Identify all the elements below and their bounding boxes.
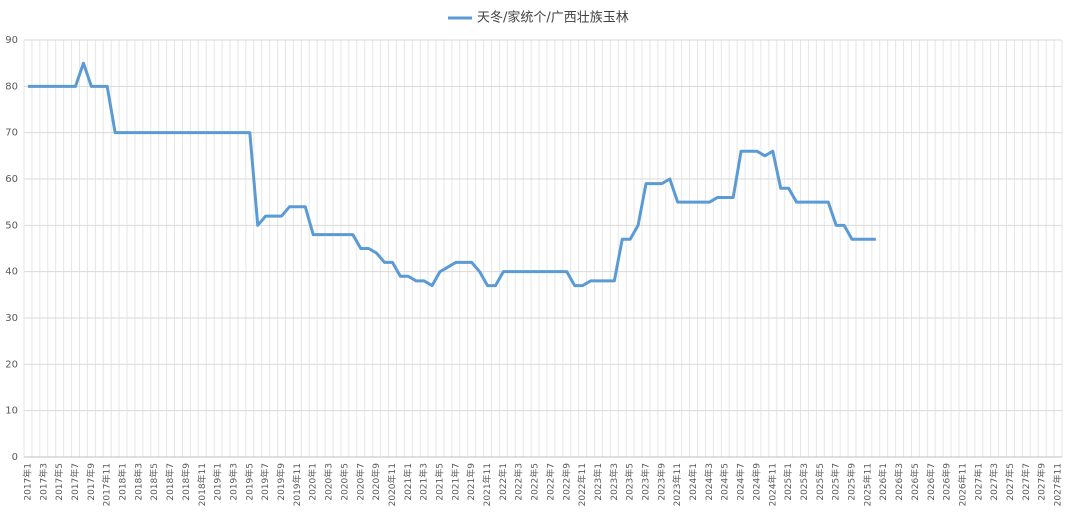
x-tick-label: 2024年1 [687, 463, 699, 501]
x-tick-label: 2023年11 [671, 463, 683, 506]
x-tick-label: 2022年7 [544, 463, 556, 501]
x-tick-label: 2017年3 [37, 463, 49, 501]
x-tick-label: 2027年1 [972, 463, 984, 501]
x-tick-label: 2025年11 [861, 463, 873, 506]
x-tick-label: 2021年5 [433, 463, 445, 501]
x-tick-label: 2023年7 [640, 463, 652, 501]
x-tick-label: 2019年3 [227, 463, 239, 501]
x-tick-label: 2017年9 [85, 463, 97, 501]
x-tick-label: 2021年1 [402, 463, 414, 501]
y-tick-label: 80 [5, 81, 18, 92]
x-tick-label: 2026年5 [909, 463, 921, 501]
x-tick-label: 2023年1 [592, 463, 604, 501]
x-tick-label: 2022年11 [576, 463, 588, 506]
x-tick-label: 2021年7 [449, 463, 461, 501]
x-tick-label: 2018年3 [132, 463, 144, 501]
x-tick-label: 2021年3 [418, 463, 430, 501]
x-tick-label: 2017年1 [21, 463, 33, 501]
x-tick-label: 2026年7 [925, 463, 937, 501]
y-tick-label: 90 [5, 35, 18, 46]
x-tick-label: 2024年7 [735, 463, 747, 501]
x-tick-label: 2019年7 [259, 463, 271, 501]
line-series [27, 61, 876, 288]
x-tick-label: 2026年1 [877, 463, 889, 501]
x-tick-label: 2021年9 [465, 463, 477, 501]
y-tick-label: 30 [5, 313, 18, 324]
y-tick-label: 50 [5, 220, 18, 231]
x-tick-label: 2024年5 [719, 463, 731, 501]
y-tick-label: 0 [12, 452, 18, 463]
x-tick-label: 2024年9 [750, 463, 762, 501]
x-tick-label: 2019年11 [291, 463, 303, 506]
x-tick-label: 2025年5 [814, 463, 826, 501]
legend-label: 天冬/家统个/广西壮族玉林 [477, 10, 629, 26]
x-tick-label: 2020年7 [354, 463, 366, 501]
x-tick-label: 2020年3 [323, 463, 335, 501]
y-tick-label: 60 [5, 174, 18, 185]
x-tick-label: 2018年9 [180, 463, 192, 501]
x-tick-label: 2020年5 [338, 463, 350, 501]
x-tick-label: 2025年1 [782, 463, 794, 501]
x-tick-label: 2025年9 [846, 463, 858, 501]
x-tick-label: 2023年5 [624, 463, 636, 501]
y-tick-label: 10 [5, 406, 18, 417]
x-tick-label: 2019年9 [275, 463, 287, 501]
x-tick-label: 2024年3 [703, 463, 715, 501]
x-tick-label: 2027年9 [1036, 463, 1048, 501]
x-tick-label: 2020年11 [386, 463, 398, 506]
x-tick-label: 2027年11 [1052, 463, 1064, 506]
x-tick-label: 2025年7 [830, 463, 842, 501]
y-tick-label: 20 [5, 359, 18, 370]
x-tick-label: 2017年11 [101, 463, 113, 506]
x-tick-label: 2027年7 [1020, 463, 1032, 501]
x-tick-label: 2018年1 [117, 463, 129, 501]
x-tick-label: 2024年11 [766, 463, 778, 506]
x-tick-label: 2019年5 [243, 463, 255, 501]
x-tick-label: 2026年9 [941, 463, 953, 501]
y-tick-label: 40 [5, 267, 18, 278]
x-tick-label: 2023年3 [608, 463, 620, 501]
x-tick-label: 2017年7 [69, 463, 81, 501]
x-tick-label: 2026年3 [893, 463, 905, 501]
x-tick-label: 2025年3 [798, 463, 810, 501]
x-tick-label: 2027年5 [1004, 463, 1016, 501]
x-tick-label: 2026年11 [956, 463, 968, 506]
x-tick-label: 2018年7 [164, 463, 176, 501]
x-tick-label: 2022年5 [529, 463, 541, 501]
x-tick-label: 2020年1 [307, 463, 319, 501]
x-tick-label: 2018年11 [196, 463, 208, 506]
x-tick-label: 2018年5 [148, 463, 160, 501]
x-tick-label: 2023年9 [655, 463, 667, 501]
x-tick-label: 2017年5 [53, 463, 65, 501]
x-tick-label: 2020年9 [370, 463, 382, 501]
x-tick-label: 2021年11 [481, 463, 493, 506]
y-tick-label: 70 [5, 128, 18, 139]
x-tick-label: 2022年9 [560, 463, 572, 501]
x-tick-label: 2022年3 [513, 463, 525, 501]
x-tick-label: 2027年3 [988, 463, 1000, 501]
x-tick-label: 2022年1 [497, 463, 509, 501]
x-tick-label: 2019年1 [212, 463, 224, 501]
